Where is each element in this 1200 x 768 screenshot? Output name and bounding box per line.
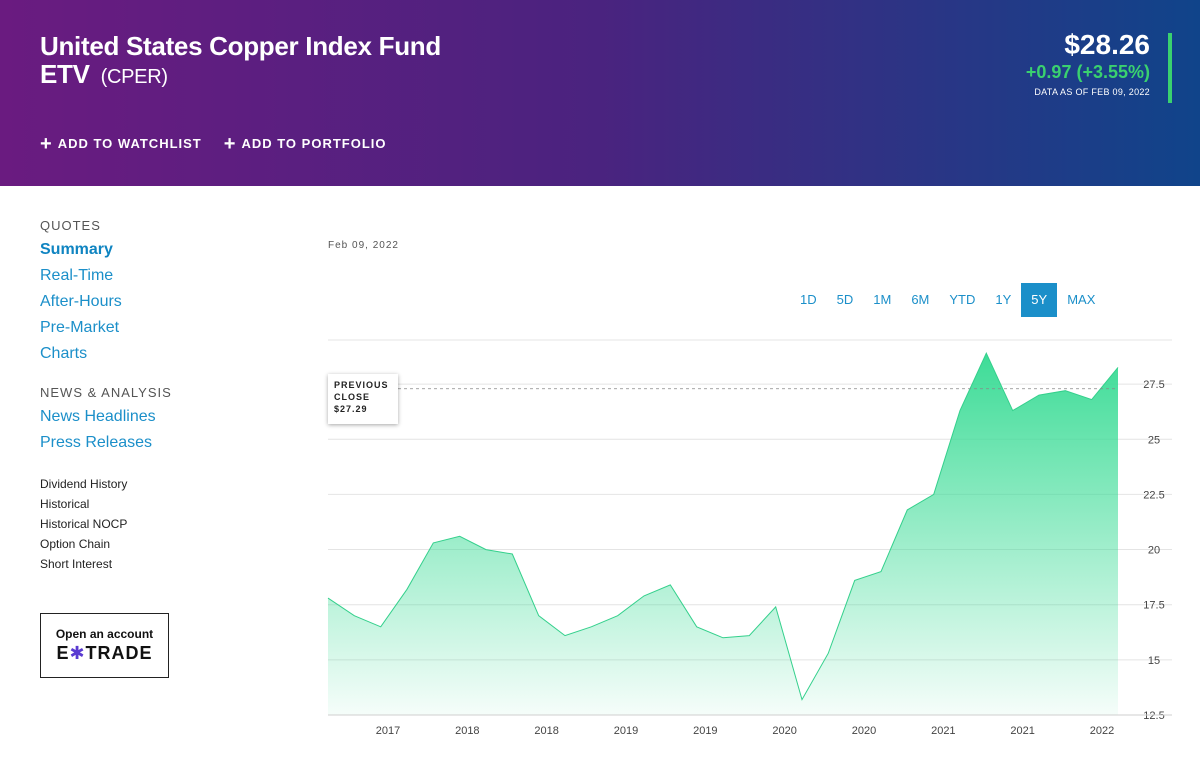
range-selector: 1D 5D 1M 6M YTD 1Y 5Y MAX [790,283,1105,317]
price-accent-bar [1168,33,1172,103]
ticker-symbol: (CPER) [100,66,168,88]
add-to-watchlist-label: ADD TO WATCHLIST [57,136,202,151]
fund-type: ETV [40,59,90,89]
sidebar-item-short-interest[interactable]: Short Interest [40,557,113,571]
x-tick-label: 2017 [376,725,400,737]
sidebar-item-charts[interactable]: Charts [40,345,88,362]
range-1m-button[interactable]: 1M [873,292,892,307]
x-tick-label: 2022 [1090,725,1114,737]
range-1y-button[interactable]: 1Y [995,292,1012,307]
chart-axes: 27.5 25 22.5 20 17.5 15 12.5 2017 2018 2018 2019 20… [328,379,1172,737]
range-max-button[interactable]: MAX [1067,292,1096,307]
fund-name: United States Copper Index Fund [40,31,441,61]
tooltip-line1: PREVIOUS [334,380,389,390]
y-tick-label: 15 [1148,655,1160,667]
sidebar-item-real-time[interactable]: Real-Time [40,267,114,284]
price-area [328,353,1118,715]
x-tick-label: 2020 [852,725,876,737]
sidebar-item-historical[interactable]: Historical [40,497,90,511]
range-5d-button[interactable]: 5D [836,292,854,307]
sidebar-item-pre-market[interactable]: Pre-Market [40,319,120,336]
chart-date: Feb 09, 2022 [328,240,399,251]
secondary-links: Dividend History Historical Historical N… [40,474,240,574]
etrade-promo[interactable]: Open an account E✱TRADE [40,613,169,678]
promo-text: Open an account [55,627,154,641]
price-block: $28.26 +0.97 (+3.55%) DATA AS OF FEB 09,… [1025,29,1160,98]
sidebar-item-summary[interactable]: Summary [40,241,113,258]
sidebar-item-option-chain[interactable]: Option Chain [40,537,111,551]
add-to-watchlist-button[interactable]: + ADD TO WATCHLIST [40,132,202,155]
range-6m-button[interactable]: 6M [911,292,930,307]
add-to-portfolio-label: ADD TO PORTFOLIO [241,136,387,151]
quotes-sidebar: QUOTES Summary Real-Time After-Hours Pre… [40,216,240,574]
sidebar-item-historical-nocp[interactable]: Historical NOCP [40,517,128,531]
quotes-heading: QUOTES [40,218,101,233]
x-tick-label: 2019 [614,725,638,737]
x-tick-label: 2021 [1010,725,1034,737]
range-ytd-button[interactable]: YTD [949,292,976,307]
tooltip-value: $27.29 [334,404,368,414]
news-analysis-heading: NEWS & ANALYSIS [40,385,172,400]
range-5y-button[interactable]: 5Y [1021,283,1058,317]
x-tick-label: 2019 [693,725,717,737]
plus-icon: + [40,132,53,155]
add-to-portfolio-button[interactable]: + ADD TO PORTFOLIO [223,132,387,155]
range-1d-button[interactable]: 1D [800,292,817,307]
fund-title: United States Copper Index Fund ETV (CPE… [40,32,441,91]
y-tick-label: 22.5 [1143,489,1164,501]
plus-icon: + [223,132,237,155]
sidebar-item-press-releases[interactable]: Press Releases [40,434,153,451]
sidebar-item-dividend-history[interactable]: Dividend History [40,477,128,491]
data-as-of: DATA AS OF FEB 09, 2022 [1034,87,1150,97]
y-tick-label: 12.5 [1143,710,1164,722]
x-tick-label: 2020 [772,725,796,737]
price-line [327,352,1119,701]
chart-series [327,352,1119,715]
quote-header: United States Copper Index Fund ETV (CPE… [0,0,1200,186]
x-tick-label: 2018 [534,725,558,737]
sidebar-item-after-hours[interactable]: After-Hours [40,293,122,310]
y-tick-label: 27.5 [1143,379,1164,391]
last-price: $28.26 [1064,29,1150,60]
x-tick-label: 2021 [931,725,955,737]
sidebar-item-news-headlines[interactable]: News Headlines [40,408,156,425]
header-actions: + ADD TO WATCHLIST + ADD TO PORTFOLIO [40,132,387,155]
tooltip-line2: CLOSE [334,392,371,402]
y-tick-label: 20 [1148,545,1160,557]
x-tick-label: 2018 [455,725,479,737]
previous-close-tooltip: PREVIOUS CLOSE $27.29 [328,374,398,424]
y-tick-label: 25 [1148,434,1160,446]
y-tick-label: 17.5 [1143,600,1164,612]
price-change: +0.97 (+3.55%) [1025,62,1150,82]
etrade-logo: E✱TRADE [56,643,153,663]
